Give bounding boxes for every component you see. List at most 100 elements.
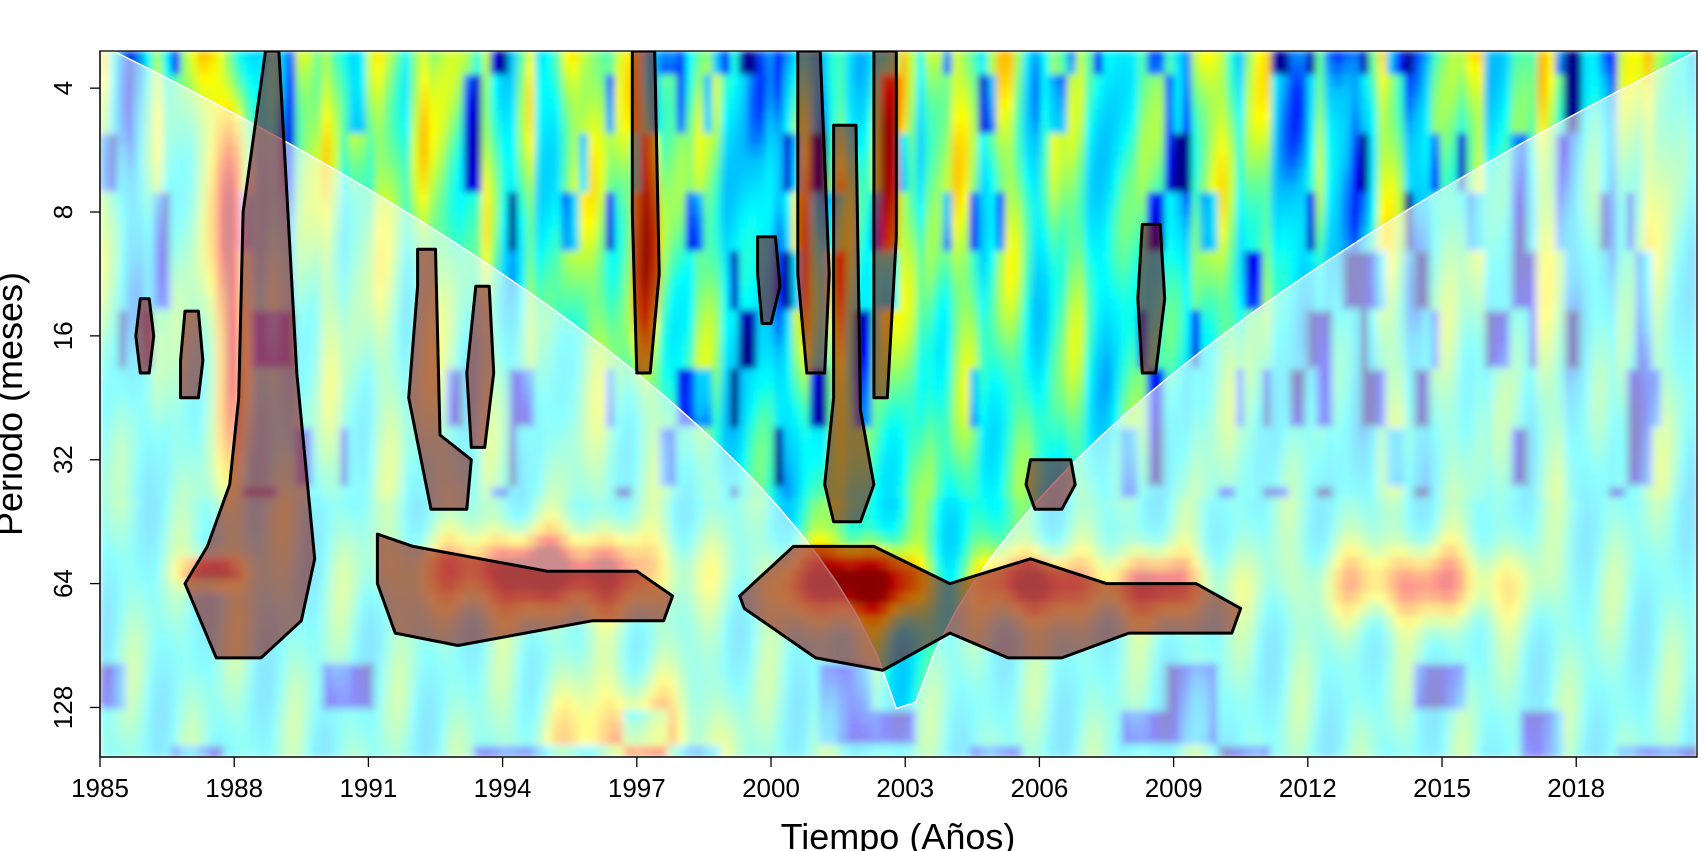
heatmap-cell — [729, 321, 740, 335]
heatmap-cell — [419, 156, 430, 170]
heatmap-cell — [295, 51, 305, 64]
heatmap-cell — [534, 109, 545, 123]
heatmap-cell — [215, 74, 226, 88]
heatmap-cell — [570, 192, 580, 205]
heatmap-cell — [712, 62, 722, 76]
heatmap-cell — [685, 121, 696, 135]
heatmap-cell — [747, 309, 758, 323]
heatmap-cell — [605, 156, 616, 170]
heatmap-cell — [747, 439, 758, 452]
heatmap-cell — [454, 62, 465, 76]
heatmap-cell — [552, 286, 563, 299]
heatmap-cell — [738, 192, 749, 205]
heatmap-cell — [579, 145, 589, 158]
heatmap-cell — [534, 239, 545, 252]
heatmap-cell — [783, 62, 793, 76]
heatmap-cell — [765, 451, 776, 464]
heatmap-cell — [499, 133, 509, 146]
heatmap-cell — [339, 62, 350, 76]
heatmap-cell — [481, 51, 492, 64]
heatmap-cell — [348, 145, 359, 158]
heatmap-cell — [525, 274, 536, 288]
heatmap-cell — [774, 321, 784, 335]
heatmap-cell — [765, 380, 776, 394]
heatmap-cell — [623, 215, 634, 229]
heatmap-cell — [756, 168, 767, 182]
heatmap-cell — [809, 474, 820, 488]
heatmap-cell — [614, 51, 625, 64]
heatmap-cell — [295, 121, 305, 135]
heatmap-cell — [579, 51, 589, 64]
heatmap-cell — [481, 156, 492, 170]
heatmap-cell — [667, 133, 678, 146]
heatmap-cell — [765, 203, 776, 217]
heatmap-cell — [721, 298, 731, 311]
heatmap-cell — [712, 86, 722, 99]
heatmap-cell — [472, 86, 483, 99]
heatmap-cell — [800, 509, 811, 523]
heatmap-cell — [676, 298, 687, 311]
heatmap-cell — [570, 51, 580, 64]
heatmap-cell — [783, 309, 793, 323]
heatmap-cell — [783, 298, 793, 311]
heatmap-cell — [330, 121, 341, 135]
heatmap-cell — [490, 121, 501, 135]
heatmap-cell — [694, 380, 705, 394]
heatmap-cell — [419, 121, 430, 135]
heatmap-cell — [286, 74, 296, 88]
heatmap-cell — [614, 156, 625, 170]
heatmap-cell — [188, 62, 199, 76]
heatmap-cell — [676, 98, 687, 111]
heatmap-cell — [410, 121, 421, 135]
heatmap-cell — [658, 156, 669, 170]
heatmap-cell — [676, 227, 687, 241]
heatmap-cell — [783, 74, 793, 88]
heatmap-cell — [534, 180, 545, 193]
heatmap-cell — [783, 180, 793, 193]
heatmap-cell — [179, 74, 190, 88]
heatmap-cell — [454, 215, 465, 229]
heatmap-cell — [774, 474, 784, 488]
heatmap-cell — [348, 62, 359, 76]
heatmap-cell — [765, 321, 776, 335]
heatmap-cell — [783, 321, 793, 335]
heatmap-cell — [579, 309, 589, 323]
heatmap-cell — [428, 86, 438, 99]
heatmap-cell — [765, 145, 776, 158]
heatmap-cell — [499, 251, 509, 264]
heatmap-cell — [623, 239, 634, 252]
heatmap-cell — [543, 274, 554, 288]
heatmap-cell — [676, 62, 687, 76]
heatmap-cell — [738, 98, 749, 111]
heatmap-cell — [827, 109, 838, 123]
heatmap-cell — [295, 86, 305, 99]
heatmap-cell — [765, 215, 776, 229]
heatmap-cell — [499, 121, 509, 135]
heatmap-cell — [685, 192, 696, 205]
heatmap-cell — [738, 239, 749, 252]
heatmap-cell — [721, 215, 731, 229]
heatmap-cell — [756, 98, 767, 111]
heatmap-cell — [614, 145, 625, 158]
heatmap-cell — [809, 533, 820, 546]
heatmap-cell — [570, 74, 580, 88]
heatmap-cell — [330, 145, 341, 158]
heatmap-cell — [623, 321, 634, 335]
heatmap-cell — [286, 62, 296, 76]
heatmap-cell — [561, 133, 572, 146]
heatmap-cell — [756, 192, 767, 205]
heatmap-cell — [809, 521, 820, 535]
heatmap-cell — [312, 51, 323, 64]
heatmap-cell — [321, 74, 332, 88]
heatmap-cell — [472, 51, 483, 64]
heatmap-cell — [729, 133, 740, 146]
heatmap-cell — [747, 239, 758, 252]
heatmap-cell — [490, 203, 501, 217]
heatmap-cell — [729, 145, 740, 158]
heatmap-cell — [765, 86, 776, 99]
heatmap-cell — [774, 133, 784, 146]
heatmap-cell — [286, 51, 296, 64]
heatmap-cell — [250, 74, 261, 88]
heatmap-cell — [366, 133, 376, 146]
heatmap-cell — [774, 145, 784, 158]
